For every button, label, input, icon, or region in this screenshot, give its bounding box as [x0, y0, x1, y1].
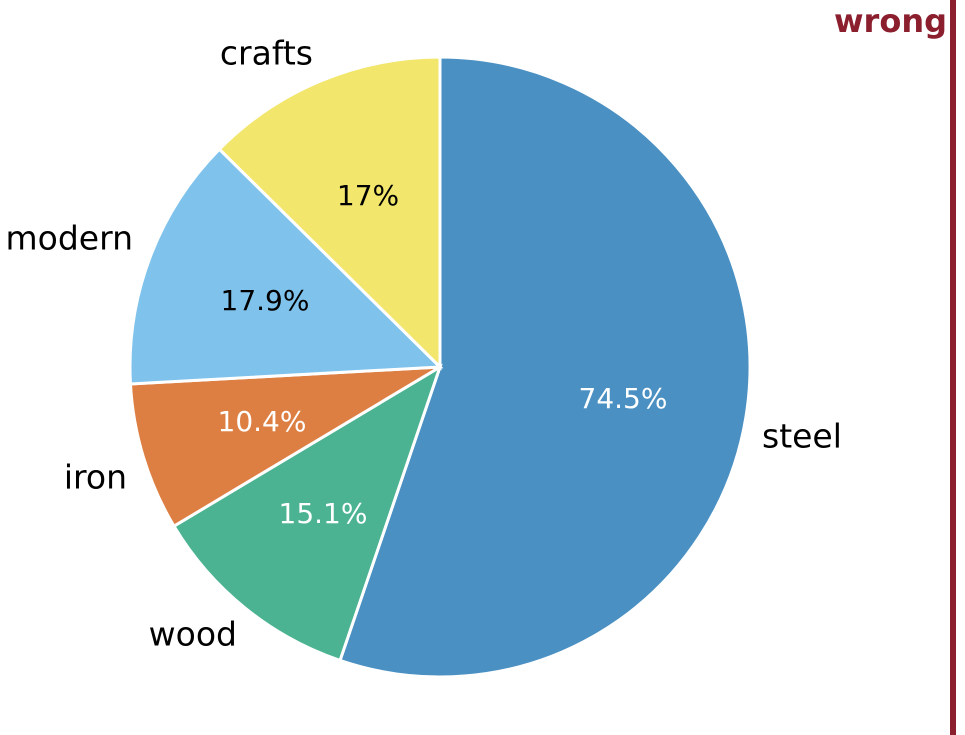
- category-label-iron: iron: [64, 458, 127, 497]
- category-label-modern: modern: [6, 219, 134, 258]
- percent-label-crafts: 17%: [337, 179, 399, 212]
- pie-slices: [128, 55, 752, 679]
- wrong-indicator-bar: [950, 0, 956, 735]
- pie-slice-modern: [128, 147, 444, 386]
- pie-slice-wood: [171, 363, 443, 663]
- percent-labels: 74.5% 15.1% 10.4% 17.9% 17%: [218, 179, 668, 530]
- category-label-wood: wood: [149, 615, 237, 654]
- pie-slice-iron: [128, 365, 441, 529]
- percent-label-iron: 10.4%: [218, 405, 307, 438]
- pie-slice-steel: [338, 55, 752, 679]
- category-labels: steel wood iron modern crafts: [6, 34, 842, 654]
- pie-slice-crafts: [217, 55, 442, 371]
- wrong-tag: wrong: [833, 2, 947, 40]
- category-label-steel: steel: [762, 417, 842, 456]
- percent-label-steel: 74.5%: [579, 382, 668, 415]
- percent-label-modern: 17.9%: [221, 284, 310, 317]
- category-label-crafts: crafts: [220, 34, 313, 73]
- percent-label-wood: 15.1%: [279, 497, 368, 530]
